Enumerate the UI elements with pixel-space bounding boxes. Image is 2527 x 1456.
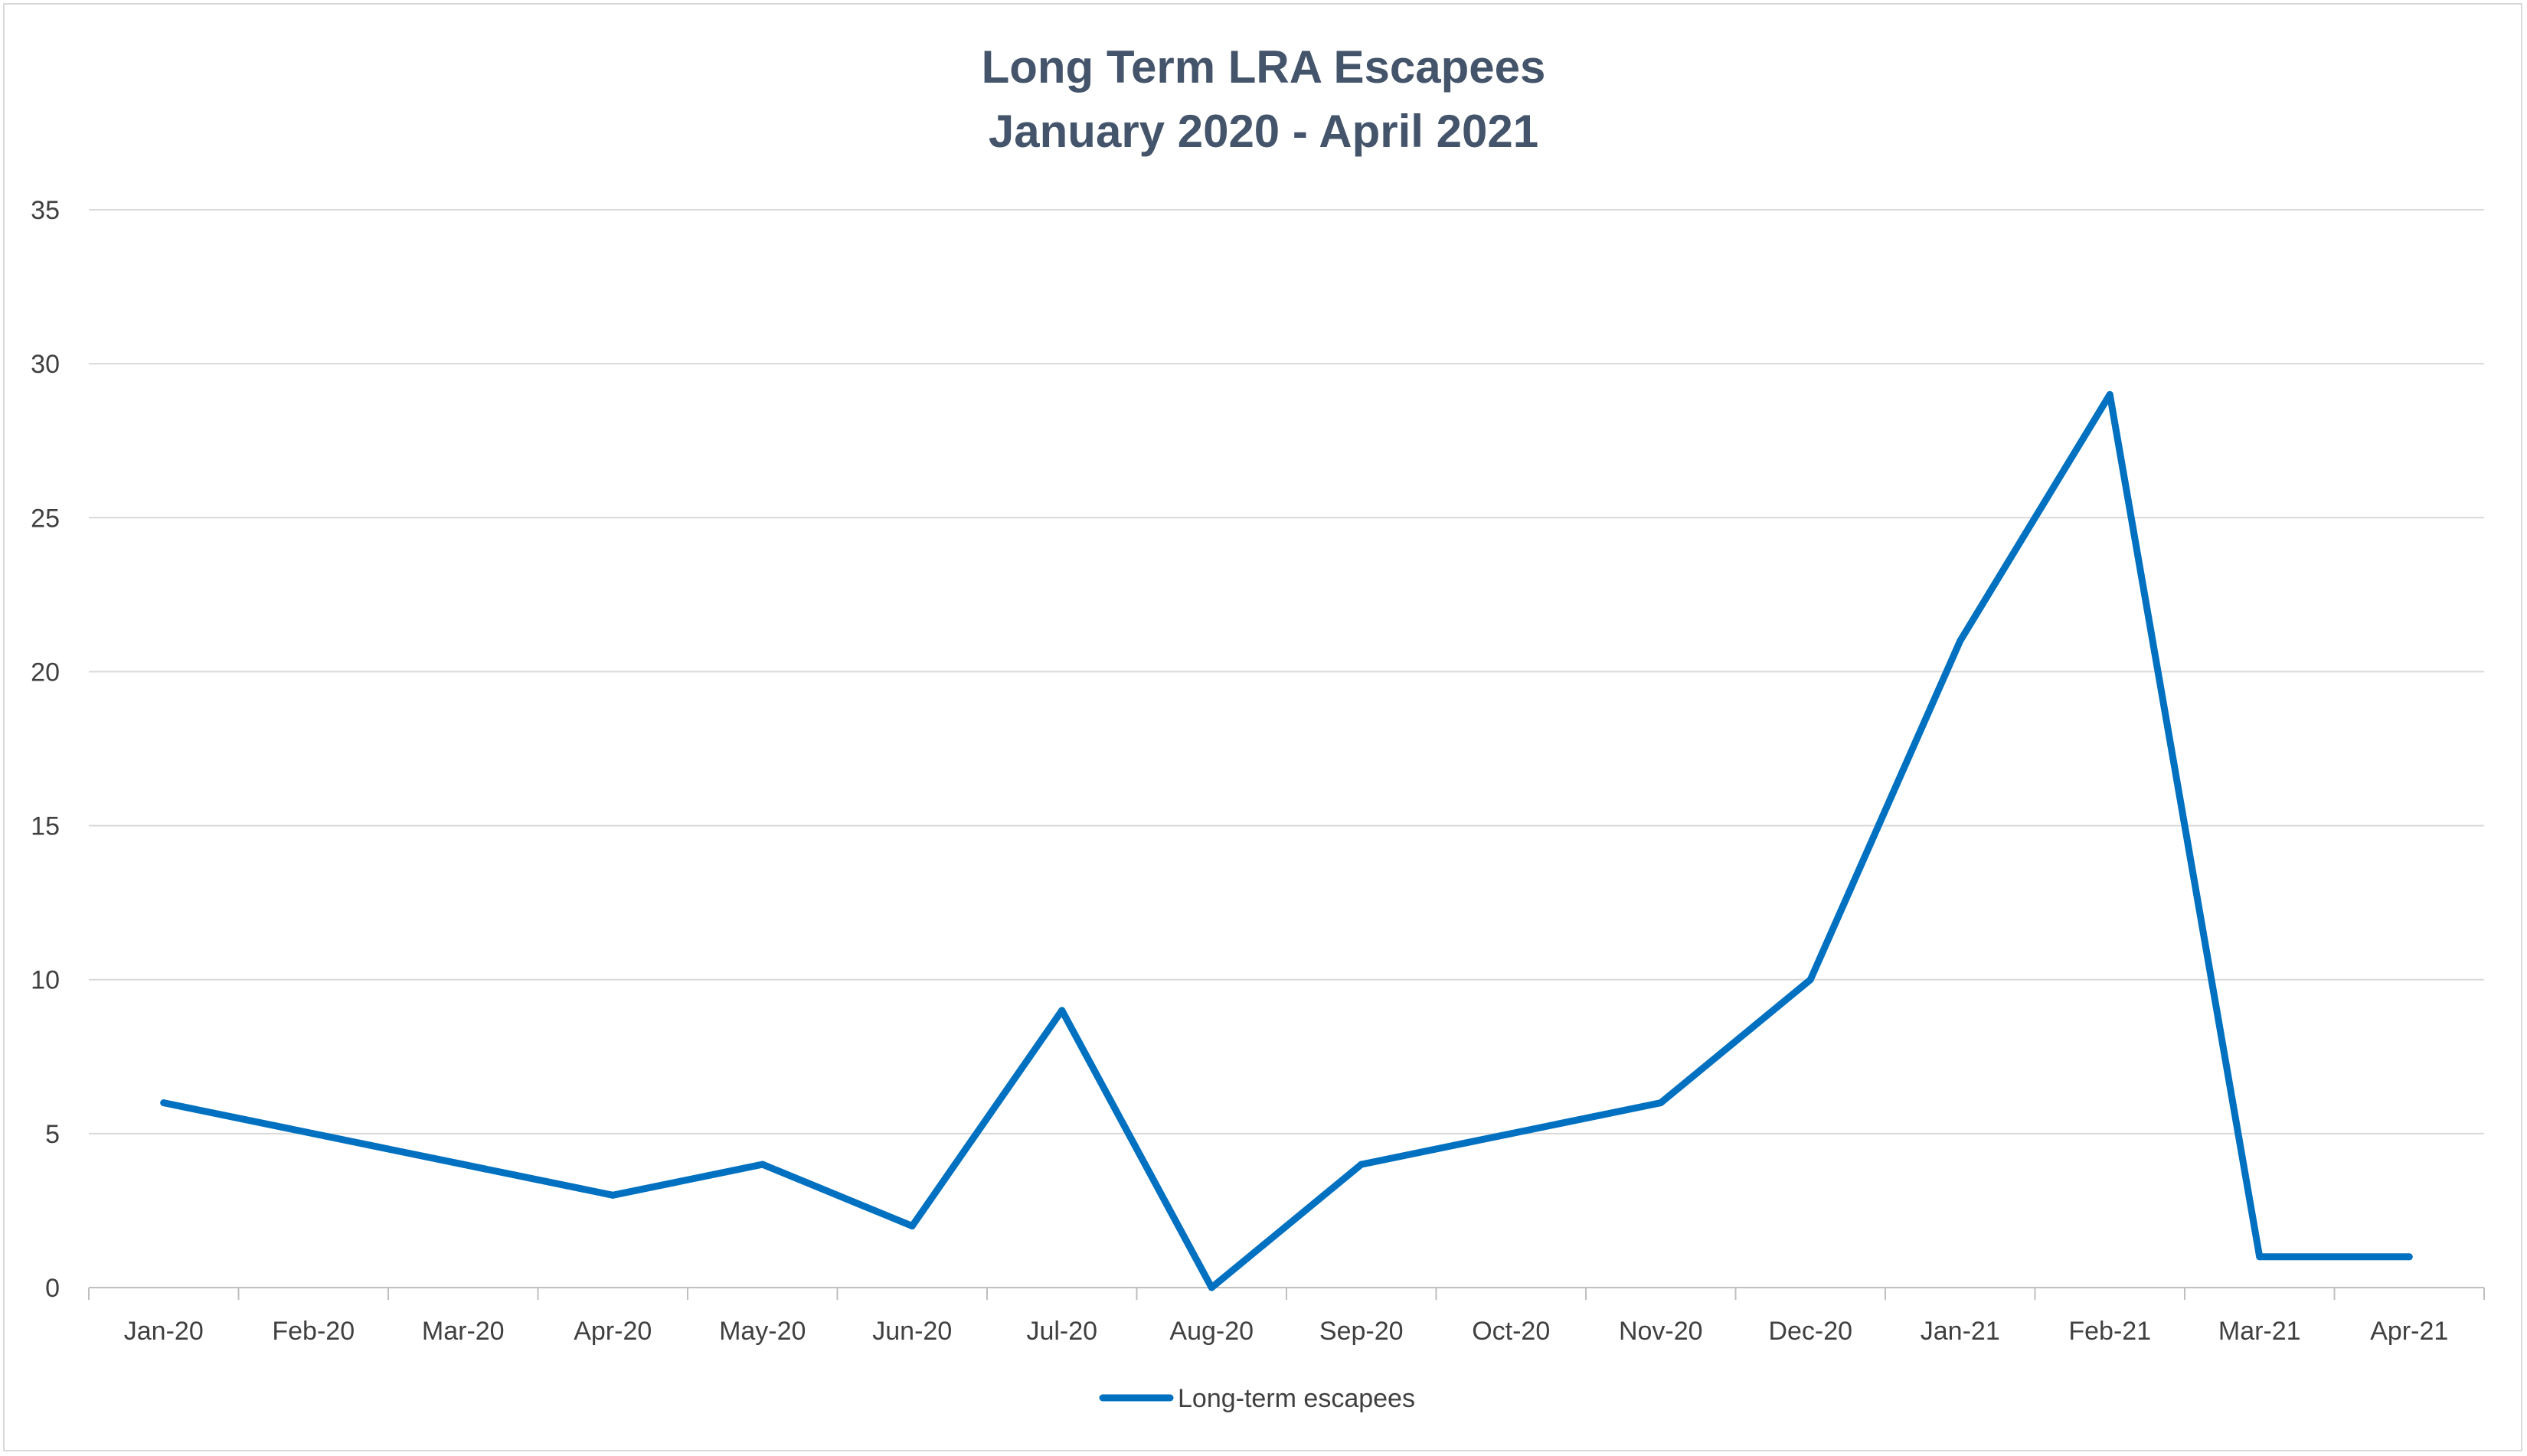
series xyxy=(160,390,2413,1291)
x-tick-label: Dec-20 xyxy=(1768,1317,1852,1346)
data-point xyxy=(459,1161,467,1168)
y-tick-label: 25 xyxy=(31,504,60,533)
chart-frame xyxy=(3,3,2522,1451)
series-line-0 xyxy=(160,390,2413,1291)
chart-title-line-1: Long Term LRA Escapees xyxy=(982,41,1546,93)
y-tick-label: 15 xyxy=(31,812,60,841)
x-tick-label: May-20 xyxy=(719,1317,806,1346)
data-point xyxy=(1806,976,1814,984)
x-tick-label: Sep-20 xyxy=(1319,1317,1404,1346)
legend: Long-term escapees xyxy=(1099,1384,1415,1413)
y-axis-tick-labels: 0 5 10 15 20 25 30 35 xyxy=(31,196,60,1303)
x-tick-label: Jul-20 xyxy=(1026,1317,1097,1346)
data-point xyxy=(1058,1007,1066,1014)
x-tick-label: Mar-20 xyxy=(422,1317,505,1346)
gridlines xyxy=(89,209,2484,1134)
data-point xyxy=(160,1099,168,1107)
data-point xyxy=(908,1223,916,1230)
data-point xyxy=(1657,1099,1665,1107)
data-point xyxy=(759,1161,767,1168)
y-tick-label: 5 xyxy=(45,1120,60,1149)
x-axis xyxy=(88,1287,2485,1300)
data-point xyxy=(309,1130,317,1138)
data-point xyxy=(1208,1284,1215,1291)
y-tick-label: 20 xyxy=(31,658,60,687)
x-tick-label: Aug-20 xyxy=(1169,1317,1254,1346)
x-tick-label: Mar-21 xyxy=(2218,1317,2301,1346)
x-tick-label: Jan-21 xyxy=(1921,1317,2000,1346)
data-point xyxy=(1358,1161,1365,1168)
legend-label: Long-term escapees xyxy=(1178,1384,1415,1413)
data-point xyxy=(1957,637,1964,645)
y-tick-label: 0 xyxy=(45,1274,60,1303)
data-point xyxy=(2106,390,2113,398)
x-tick-label: Feb-21 xyxy=(2068,1317,2151,1346)
data-point xyxy=(2405,1253,2413,1261)
data-point xyxy=(2256,1253,2264,1261)
chart-title-line-2: January 2020 - April 2021 xyxy=(989,106,1538,157)
x-tick-label: Jan-20 xyxy=(124,1317,204,1346)
x-tick-label: Oct-20 xyxy=(1472,1317,1550,1346)
y-tick-label: 35 xyxy=(31,196,60,225)
x-tick-label: Feb-20 xyxy=(272,1317,355,1346)
y-tick-label: 10 xyxy=(31,966,60,995)
x-tick-label: Nov-20 xyxy=(1619,1317,1703,1346)
y-tick-label: 30 xyxy=(31,350,60,379)
x-axis-tick-labels: Jan-20 Feb-20 Mar-20 Apr-20 May-20 Jun-20 Jul-… xyxy=(124,1317,2449,1346)
x-tick-label: Jun-20 xyxy=(872,1317,952,1346)
x-tick-label: Apr-21 xyxy=(2370,1317,2448,1346)
data-point xyxy=(609,1191,616,1199)
data-point xyxy=(1507,1130,1515,1138)
x-tick-label: Apr-20 xyxy=(574,1317,652,1346)
